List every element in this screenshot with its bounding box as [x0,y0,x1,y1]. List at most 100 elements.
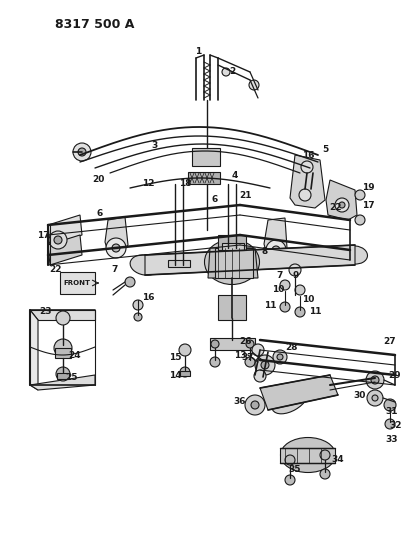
Circle shape [320,450,330,460]
Circle shape [254,370,266,382]
Text: 22: 22 [329,204,341,213]
Circle shape [73,143,91,161]
Text: 27: 27 [384,337,396,346]
Circle shape [285,475,295,485]
Circle shape [295,285,305,295]
Circle shape [301,161,313,173]
Circle shape [106,238,126,258]
Circle shape [299,189,311,201]
Bar [57,373,69,379]
Circle shape [222,68,230,76]
Text: FRONT: FRONT [64,280,91,286]
Circle shape [371,376,379,384]
Ellipse shape [130,255,160,275]
Polygon shape [260,375,338,410]
Circle shape [246,340,254,348]
Bar [55,348,71,358]
Circle shape [277,354,283,360]
Text: 16: 16 [302,150,314,159]
Ellipse shape [343,246,368,264]
Circle shape [272,246,280,254]
Text: 6: 6 [212,196,218,205]
Circle shape [295,307,305,317]
Circle shape [245,357,255,367]
Circle shape [255,355,275,375]
Text: 8: 8 [262,247,268,256]
Circle shape [252,344,264,356]
Bar [218,235,246,250]
Text: 34: 34 [332,456,344,464]
Text: 33: 33 [386,435,398,445]
Bar [218,295,246,320]
Bar [180,371,190,376]
Bar [188,172,220,184]
Text: 5: 5 [322,146,328,155]
Circle shape [245,395,265,415]
Polygon shape [208,248,258,278]
Text: 11: 11 [264,301,276,310]
Ellipse shape [281,438,335,472]
Polygon shape [30,310,38,390]
Circle shape [251,401,259,409]
Circle shape [249,80,259,90]
Text: 23: 23 [39,308,51,317]
Text: 20: 20 [92,175,104,184]
Text: 8317 500 A: 8317 500 A [55,18,134,31]
Circle shape [211,340,219,348]
Text: 30: 30 [354,391,366,400]
Polygon shape [264,218,287,258]
Circle shape [355,190,365,200]
Polygon shape [145,245,355,275]
Circle shape [339,202,345,208]
Text: 25: 25 [66,374,78,383]
Bar [280,448,335,463]
Circle shape [285,455,295,465]
Text: 7: 7 [112,265,118,274]
Circle shape [180,367,190,377]
Text: 13: 13 [234,351,246,359]
Text: 12: 12 [142,179,154,188]
Circle shape [289,264,301,276]
Text: 19: 19 [361,183,374,192]
Polygon shape [30,375,95,390]
Text: 24: 24 [69,351,81,359]
Bar [192,148,220,166]
Text: 17: 17 [361,200,374,209]
Text: 2: 2 [229,68,235,77]
Bar [215,248,253,278]
Bar [222,243,244,250]
Text: 14: 14 [169,370,181,379]
Text: 36: 36 [234,398,246,407]
Polygon shape [105,217,128,255]
Bar [168,260,190,267]
Circle shape [335,198,349,212]
Polygon shape [30,310,95,320]
Circle shape [56,311,70,325]
Circle shape [134,313,142,321]
Circle shape [372,395,378,401]
Text: 4: 4 [232,171,238,180]
Circle shape [125,277,135,287]
Text: 28: 28 [286,343,298,352]
Circle shape [210,357,220,367]
Circle shape [355,215,365,225]
Text: 29: 29 [389,370,401,379]
Ellipse shape [272,386,308,414]
Text: 7: 7 [277,271,283,279]
Polygon shape [48,215,82,245]
Circle shape [133,300,143,310]
Circle shape [179,344,191,356]
Circle shape [280,280,290,290]
Polygon shape [48,235,82,265]
Circle shape [273,350,287,364]
Text: 9: 9 [293,271,299,279]
Circle shape [367,390,383,406]
Polygon shape [290,155,325,208]
Text: 15: 15 [169,353,181,362]
Text: 10: 10 [302,295,314,304]
Circle shape [280,302,290,312]
Circle shape [49,231,67,249]
Circle shape [385,419,395,429]
Circle shape [266,240,286,260]
Text: 32: 32 [390,421,402,430]
